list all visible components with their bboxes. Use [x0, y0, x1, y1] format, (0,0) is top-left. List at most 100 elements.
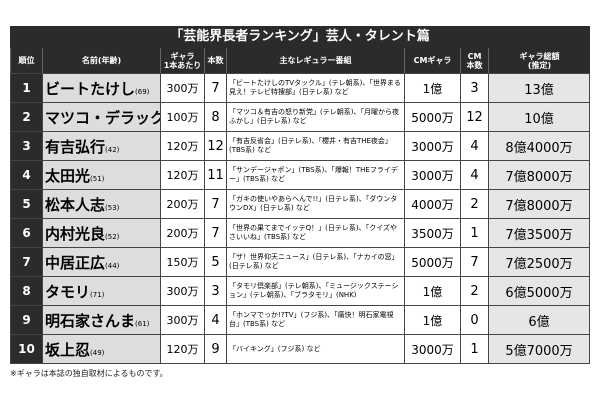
cm-fee: 3000万 [404, 160, 460, 189]
name: 中居正広(44) [42, 247, 160, 276]
programs: 「世界の果てまでイッテQ！」(日テレ系)、「クイズやさいいね」(TBS系) など [226, 218, 404, 247]
header-text: 本数 [207, 56, 224, 65]
cm-fee: 1億 [404, 73, 460, 102]
total: 5億7000万 [488, 334, 590, 364]
total: 6億5000万 [488, 276, 590, 305]
cm-fee: 5000万 [404, 247, 460, 276]
programs: 「ビートたけしのTVタックル」(テレ朝系)、「世界まる見え！テレビ特捜部」(日テ… [226, 73, 404, 102]
age: (49) [90, 348, 105, 357]
fee: 100万 [160, 102, 204, 131]
age: (61) [135, 319, 150, 328]
name-text: 坂上忍 [45, 340, 91, 359]
count: 3 [204, 276, 226, 305]
name-text: ビートたけし [45, 79, 136, 98]
header-cell: ギャラ総額 (推定) [488, 48, 590, 73]
fee: 300万 [160, 305, 204, 334]
cm-count: 2 [460, 189, 488, 218]
count: 11 [204, 160, 226, 189]
cm-count: 1 [460, 334, 488, 364]
total: 6億 [488, 305, 590, 334]
row: 10 坂上忍(49) 120万 9 「バイキング」(フジ系) など 3000万 1 5億700… [10, 334, 590, 364]
cm-count: 7 [460, 247, 488, 276]
header-text: 順位 [18, 56, 35, 65]
age: (71) [90, 290, 105, 299]
rank: 8 [10, 276, 42, 305]
name-text: タモリ [45, 282, 91, 301]
fee: 300万 [160, 73, 204, 102]
count: 8 [204, 102, 226, 131]
rank: 9 [10, 305, 42, 334]
header-text: CM [467, 51, 482, 61]
name-text: 内村光良 [45, 224, 106, 243]
count: 5 [204, 247, 226, 276]
cm-count: 3 [460, 73, 488, 102]
header-cell: 主なレギュラー番組 [226, 48, 404, 73]
cm-count: 2 [460, 276, 488, 305]
name-text: 明石家さんま [45, 311, 136, 330]
row: 2マツコ・デラックス(44)100万8「マツコ＆有吉の怒り新党」(テレ朝系)、「… [10, 102, 590, 131]
total: 7億3500万 [488, 218, 590, 247]
header-cell: 順位 [10, 48, 42, 73]
header-text: (年齢) [97, 56, 122, 65]
name: マツコ・デラックス(44) [42, 102, 160, 131]
count: 7 [204, 73, 226, 102]
header-text: CMギャラ [413, 56, 452, 65]
count: 4 [204, 305, 226, 334]
count: 7 [204, 218, 226, 247]
name: 有吉弘行(42) [42, 131, 160, 160]
cm-fee: 5000万 [404, 102, 460, 131]
name: ビートたけし(69) [42, 73, 160, 102]
header-cell: 本数 [204, 48, 226, 73]
age: (52) [105, 232, 120, 241]
fee: 120万 [160, 334, 204, 364]
count: 7 [204, 189, 226, 218]
age: (42) [105, 145, 120, 154]
cm-count: 4 [460, 131, 488, 160]
cm-fee: 3000万 [404, 334, 460, 364]
table-body: 1 ビートたけし(69) 300万 7 「ビートたけしのTVタックル」(テレ朝系)、「世… [10, 73, 590, 364]
name: 坂上忍(49) [42, 334, 160, 364]
cm-count: 12 [460, 102, 488, 131]
total: 10億 [488, 102, 590, 131]
header-cell: CMギャラ [404, 48, 460, 73]
header-text: (推定) [527, 60, 552, 70]
header-row: 順位 名前(年齢) ギャラ 1本あたり 本数 主なレギュラー番組 CMギャラ CM 本数 ギャラ総… [10, 48, 590, 73]
name-text: 中居正広 [45, 253, 106, 272]
header-cell: ギャラ 1本あたり [160, 48, 204, 73]
cm-fee: 4000万 [404, 189, 460, 218]
fee: 120万 [160, 131, 204, 160]
rank: 1 [10, 73, 42, 102]
row: 3 有吉弘行(42) 120万 12 「有吉反省会」(日テレ系)、「櫻井・有吉THE夜会… [10, 131, 590, 160]
rank: 3 [10, 131, 42, 160]
cm-count: 4 [460, 160, 488, 189]
cm-fee: 3000万 [404, 131, 460, 160]
fee: 150万 [160, 247, 204, 276]
total: 7億8000万 [488, 189, 590, 218]
rank: 2 [10, 102, 42, 131]
fee: 200万 [160, 189, 204, 218]
title: 「芸能界長者ランキング」芸人・タレント篇 [10, 26, 590, 48]
programs: 「有吉反省会」(日テレ系)、「櫻井・有吉THE夜会」(TBS系) など [226, 131, 404, 160]
cm-fee: 1億 [404, 276, 460, 305]
name-text: マツコ・デラックス [45, 108, 160, 127]
row: 4 太田光(51) 120万 11 「サンデージャポン」(TBS系)、「爆報！THEフラ… [10, 160, 590, 189]
rank: 7 [10, 247, 42, 276]
name: 太田光(51) [42, 160, 160, 189]
name-text: 有吉弘行 [45, 137, 106, 156]
total: 7億2500万 [488, 247, 590, 276]
name-text: 松本人志 [45, 195, 106, 214]
age: (69) [135, 87, 150, 96]
row: 7 中居正広(44) 150万 5 「ザ！世界仰天ニュース」(日テレ系)、「ナカイの窓」… [10, 247, 590, 276]
fee: 200万 [160, 218, 204, 247]
header-text: 本数 [466, 60, 483, 70]
age: (51) [90, 174, 105, 183]
fee: 120万 [160, 160, 204, 189]
name: 内村光良(52) [42, 218, 160, 247]
total: 13億 [488, 73, 590, 102]
age: (44) [105, 261, 120, 270]
total: 7億8000万 [488, 160, 590, 189]
row: 1 ビートたけし(69) 300万 7 「ビートたけしのTVタックル」(テレ朝系)、「世… [10, 73, 590, 102]
header-cell: CM 本数 [460, 48, 488, 73]
age: (53) [105, 203, 120, 212]
count: 9 [204, 334, 226, 364]
